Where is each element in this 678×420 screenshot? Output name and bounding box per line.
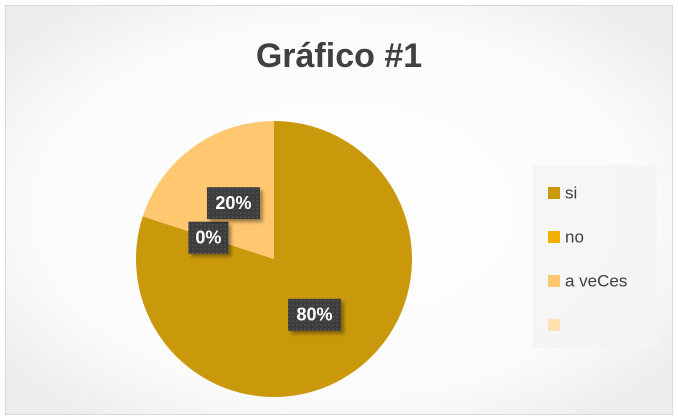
legend-swatch	[548, 275, 560, 287]
data-label: 20%	[215, 193, 251, 213]
data-label: 80%	[297, 305, 333, 325]
legend-swatch	[548, 187, 560, 199]
data-label-box	[188, 221, 229, 254]
chart-title: Gráfico #1	[256, 37, 422, 75]
data-label-box	[206, 187, 260, 220]
legend: si no a veCes	[548, 183, 627, 331]
legend-label: a veCes	[565, 271, 627, 290]
data-label: 0%	[195, 227, 221, 247]
legend-swatch	[548, 319, 560, 331]
legend-label: si	[565, 183, 577, 202]
data-label-box	[288, 298, 342, 331]
data-labels: 80% 0% 20%	[188, 187, 342, 331]
pie	[135, 121, 412, 397]
legend-swatch	[548, 231, 560, 243]
legend-label: no	[565, 227, 584, 246]
